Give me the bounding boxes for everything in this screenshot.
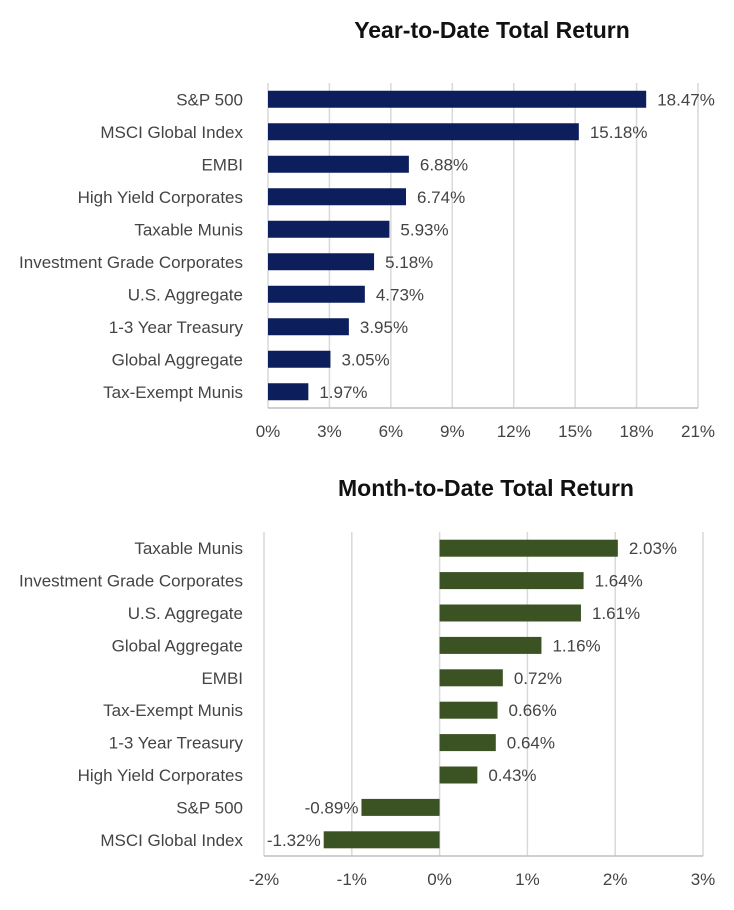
data-label: 0.43% (488, 766, 536, 785)
category-label: U.S. Aggregate (128, 604, 243, 623)
data-label: 5.93% (400, 220, 448, 239)
bar (439, 636, 542, 654)
bar (268, 220, 390, 238)
bar (439, 604, 581, 622)
data-label: 1.61% (592, 604, 640, 623)
category-label: EMBI (201, 669, 243, 688)
data-label: -1.32% (267, 831, 321, 850)
x-tick-label: 0% (427, 870, 452, 889)
category-label: Taxable Munis (134, 220, 243, 239)
category-label: MSCI Global Index (100, 831, 243, 850)
data-label: 5.18% (385, 253, 433, 272)
data-label: 0.64% (507, 734, 555, 753)
category-label: Tax-Exempt Munis (103, 383, 243, 402)
category-label: 1-3 Year Treasury (109, 734, 244, 753)
data-label: 4.73% (376, 285, 424, 304)
bar (268, 253, 375, 271)
bar (268, 350, 331, 368)
x-tick-label: 0% (256, 422, 281, 441)
bar (361, 798, 440, 816)
category-label: Global Aggregate (112, 636, 243, 655)
data-label: 6.88% (420, 155, 468, 174)
x-tick-label: 9% (440, 422, 465, 441)
bar (439, 572, 584, 590)
x-tick-label: 12% (497, 422, 531, 441)
category-label: S&P 500 (176, 90, 243, 109)
data-label: 1.16% (552, 636, 600, 655)
category-label: U.S. Aggregate (128, 285, 243, 304)
data-label: 1.97% (319, 383, 367, 402)
data-label: 0.72% (514, 669, 562, 688)
category-label: MSCI Global Index (100, 123, 243, 142)
ytd-chart: Year-to-Date Total Return S&P 500 MSCI Gl… (0, 0, 734, 452)
category-label: 1-3 Year Treasury (109, 318, 244, 337)
data-label: 6.74% (417, 188, 465, 207)
x-tick-label: 21% (681, 422, 715, 441)
category-label: Taxable Munis (134, 539, 243, 558)
data-label: 2.03% (629, 539, 677, 558)
x-tick-label: 6% (379, 422, 404, 441)
x-tick-label: 2% (603, 870, 628, 889)
mtd-chart: Month-to-Date Total Return Taxable Munis… (0, 452, 734, 905)
x-tick-label: 3% (691, 870, 716, 889)
mtd-chart-svg: Month-to-Date Total Return Taxable Munis… (19, 475, 716, 889)
category-label: Investment Grade Corporates (19, 253, 243, 272)
bar (268, 318, 349, 336)
data-label: -0.89% (305, 798, 359, 817)
bar (439, 734, 496, 752)
data-label: 15.18% (590, 123, 648, 142)
category-label: Global Aggregate (112, 350, 243, 369)
data-label: 3.05% (341, 350, 389, 369)
bar (268, 383, 309, 401)
bar (439, 701, 498, 719)
category-label: High Yield Corporates (78, 188, 243, 207)
category-label: EMBI (201, 155, 243, 174)
bar (439, 669, 503, 687)
data-label: 1.64% (595, 572, 643, 591)
data-label: 0.66% (509, 701, 557, 720)
category-label: High Yield Corporates (78, 766, 243, 785)
bar (268, 285, 365, 303)
x-tick-label: 15% (558, 422, 592, 441)
bar (268, 188, 407, 206)
data-label: 18.47% (657, 90, 715, 109)
category-label: Investment Grade Corporates (19, 572, 243, 591)
x-tick-label: 1% (515, 870, 540, 889)
x-tick-label: 3% (317, 422, 342, 441)
bar (268, 90, 647, 108)
bar (268, 123, 579, 141)
data-label: 3.95% (360, 318, 408, 337)
bar (268, 155, 409, 173)
category-label: Tax-Exempt Munis (103, 701, 243, 720)
bar (439, 539, 618, 557)
x-tick-label: -1% (337, 870, 367, 889)
bar (323, 831, 440, 849)
mtd-chart-title: Month-to-Date Total Return (338, 475, 634, 501)
ytd-chart-title: Year-to-Date Total Return (354, 17, 630, 43)
category-label: S&P 500 (176, 798, 243, 817)
x-tick-label: -2% (249, 870, 279, 889)
ytd-chart-svg: Year-to-Date Total Return S&P 500 MSCI Gl… (19, 17, 715, 441)
bar (439, 766, 478, 784)
x-tick-label: 18% (620, 422, 654, 441)
